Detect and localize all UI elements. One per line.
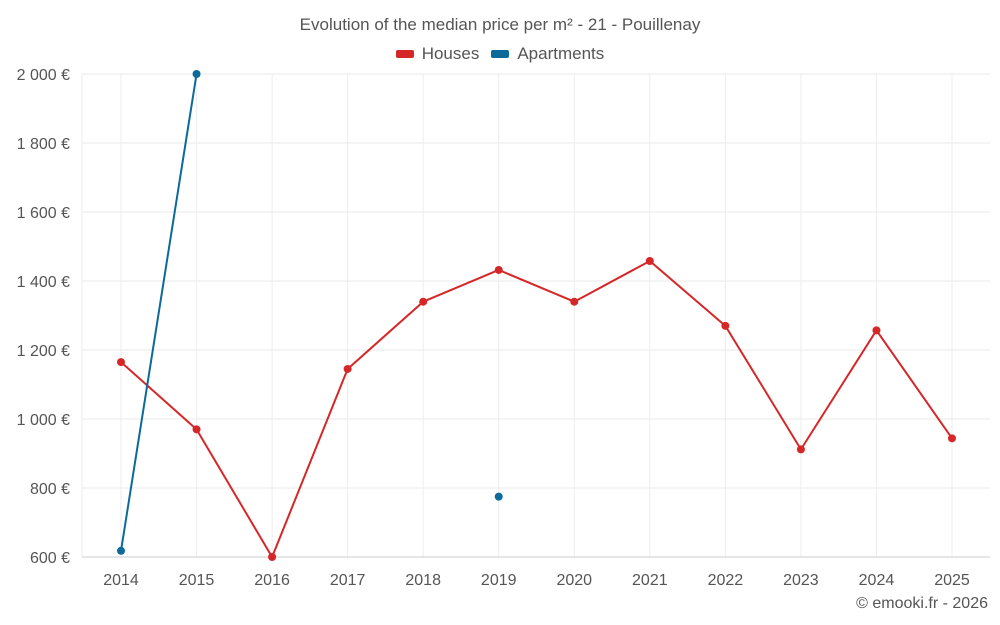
data-point-houses	[645, 256, 654, 265]
x-tick-label: 2019	[481, 572, 517, 589]
x-tick-label: 2016	[254, 572, 290, 589]
x-tick-label: 2024	[859, 572, 895, 589]
data-point-houses	[570, 297, 579, 306]
data-point-houses	[268, 553, 277, 561]
x-tick-label: 2025	[934, 572, 970, 589]
legend-item-apartments[interactable]: Apartments	[491, 44, 604, 64]
legend-label-apartments: Apartments	[517, 44, 605, 63]
x-tick-label: 2018	[405, 572, 441, 589]
data-point-houses	[192, 425, 201, 434]
x-tick-label: 2014	[103, 572, 139, 589]
data-point-houses	[721, 321, 730, 330]
chart-title: Evolution of the median price per m² - 2…	[299, 15, 701, 34]
series-line-apartments	[120, 73, 198, 551]
credit: © emooki.fr - 2026	[856, 595, 988, 612]
y-tick-label: 1 200 €	[17, 343, 70, 360]
legend-item-houses[interactable]: Houses	[395, 44, 480, 64]
y-tick-label: 1 000 €	[17, 412, 70, 429]
data-point-houses	[419, 297, 428, 306]
y-tick-label: 2 000 €	[17, 67, 70, 84]
y-tick-label: 800 €	[30, 481, 70, 498]
x-tick-label: 2017	[330, 572, 366, 589]
y-tick-label: 600 €	[30, 550, 70, 567]
x-tick-label: 2015	[179, 572, 215, 589]
x-tick-label: 2022	[708, 572, 744, 589]
legend-swatch-houses	[395, 50, 414, 58]
data-point-houses	[872, 326, 881, 335]
x-tick-label: 2023	[783, 572, 819, 589]
data-point-apartments	[192, 70, 201, 78]
x-tick-label: 2021	[632, 572, 668, 589]
legend-label-houses: Houses	[421, 44, 480, 63]
data-point-houses	[117, 358, 125, 367]
data-point-houses	[796, 445, 805, 454]
data-point-apartments	[117, 546, 125, 555]
legend-swatch-apartments	[491, 50, 510, 58]
data-point-apartments	[494, 492, 503, 501]
series-line-houses	[120, 259, 953, 558]
data-point-houses	[948, 434, 956, 443]
x-tick-label: 2020	[556, 572, 592, 589]
y-tick-label: 1 800 €	[17, 136, 70, 153]
legend: Houses Apartments	[0, 44, 1000, 64]
y-tick-label: 1 600 €	[17, 205, 70, 222]
y-tick-label: 1 400 €	[17, 274, 70, 291]
data-point-houses	[494, 265, 503, 274]
data-point-houses	[343, 364, 352, 373]
